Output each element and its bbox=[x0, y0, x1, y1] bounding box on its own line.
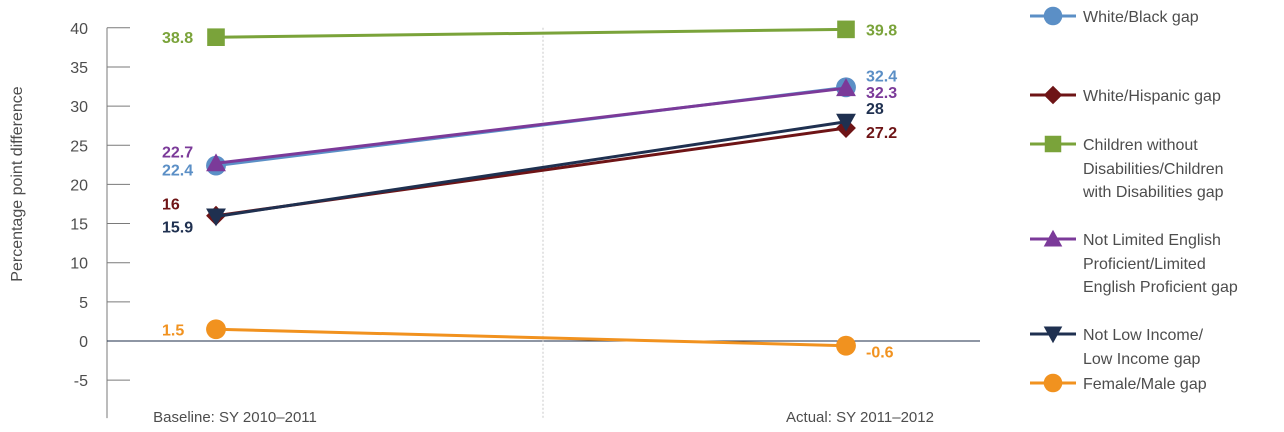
legend-swatch bbox=[1030, 6, 1076, 26]
legend-marker-icon bbox=[1043, 85, 1063, 105]
series-5 bbox=[206, 319, 856, 356]
data-label: 27.2 bbox=[866, 125, 897, 142]
legend-swatch bbox=[1030, 373, 1076, 393]
y-tick-label: 0 bbox=[79, 334, 88, 351]
legend-label: Not Limited English Proficient/Limited E… bbox=[1083, 232, 1238, 296]
data-label: 1.5 bbox=[162, 322, 184, 339]
legend-marker-icon bbox=[1043, 326, 1063, 344]
series-line bbox=[215, 86, 847, 165]
data-label: 32.3 bbox=[866, 85, 897, 102]
y-tick-label: 20 bbox=[70, 177, 88, 194]
legend-swatch bbox=[1030, 85, 1076, 105]
data-label: -0.6 bbox=[866, 345, 894, 362]
data-point bbox=[836, 78, 856, 97]
x-axis: Baseline: SY 2010–2011 Actual: SY 2011–20… bbox=[107, 27, 980, 426]
legend-swatch bbox=[1030, 326, 1076, 344]
x-category-label: Baseline: SY 2010–2011 bbox=[153, 409, 317, 426]
data-label: 32.4 bbox=[866, 68, 897, 85]
line-chart: Percentage point difference 40 35 30 25 20 15… bbox=[9, 20, 980, 426]
x-category-label: Actual: SY 2011–2012 bbox=[786, 409, 934, 426]
data-point bbox=[836, 113, 856, 132]
series-2 bbox=[207, 20, 855, 46]
data-label: 15.9 bbox=[162, 220, 193, 237]
y-tick-label: 5 bbox=[79, 295, 88, 312]
legend-label: Female/Male gap bbox=[1083, 376, 1207, 393]
data-label: 22.4 bbox=[162, 163, 193, 180]
series-line bbox=[215, 27, 847, 39]
data-point bbox=[206, 319, 226, 340]
data-label: 39.8 bbox=[866, 22, 897, 39]
y-tick-label: 30 bbox=[70, 99, 88, 116]
y-tick-label: 10 bbox=[70, 256, 88, 273]
series-line bbox=[215, 327, 847, 348]
data-label: 22.7 bbox=[162, 144, 193, 161]
legend-marker-icon bbox=[1044, 135, 1062, 153]
data-point bbox=[206, 153, 226, 172]
y-axis: 40 35 30 25 20 15 10 5 0 -5 bbox=[70, 21, 130, 419]
legend-swatch bbox=[1030, 229, 1076, 247]
data-label: 16 bbox=[162, 197, 180, 214]
data-point bbox=[836, 335, 856, 356]
y-tick-label: 35 bbox=[70, 60, 88, 77]
series-line bbox=[215, 120, 847, 218]
data-labels: 22.4 32.4 16 27.2 38.8 39.8 22.7 32.3 15.9 28 1.5 -… bbox=[162, 22, 897, 361]
y-axis-title: Percentage point difference bbox=[9, 86, 26, 282]
y-tick-label: 15 bbox=[70, 217, 88, 234]
y-tick-label: -5 bbox=[74, 373, 88, 390]
legend-label: Children without Disabilities/Children w… bbox=[1083, 137, 1224, 201]
series-3 bbox=[206, 78, 856, 172]
legend-label: White/Black gap bbox=[1083, 9, 1199, 26]
data-label: 38.8 bbox=[162, 30, 193, 47]
legend-marker-icon bbox=[1043, 373, 1063, 393]
legend-label: White/Hispanic gap bbox=[1083, 88, 1221, 105]
data-point bbox=[207, 28, 225, 46]
y-tick-label: 40 bbox=[70, 21, 88, 38]
y-tick-label: 25 bbox=[70, 138, 88, 155]
legend-label: Not Low Income/ Low Income gap bbox=[1083, 327, 1204, 368]
legend-marker-icon bbox=[1043, 229, 1063, 247]
series-layer bbox=[206, 20, 856, 356]
legend-marker-icon bbox=[1043, 6, 1063, 26]
series-4 bbox=[206, 113, 856, 227]
data-point bbox=[837, 20, 855, 39]
data-point bbox=[206, 208, 226, 227]
data-label: 28 bbox=[866, 101, 884, 118]
legend-swatch bbox=[1030, 135, 1076, 153]
